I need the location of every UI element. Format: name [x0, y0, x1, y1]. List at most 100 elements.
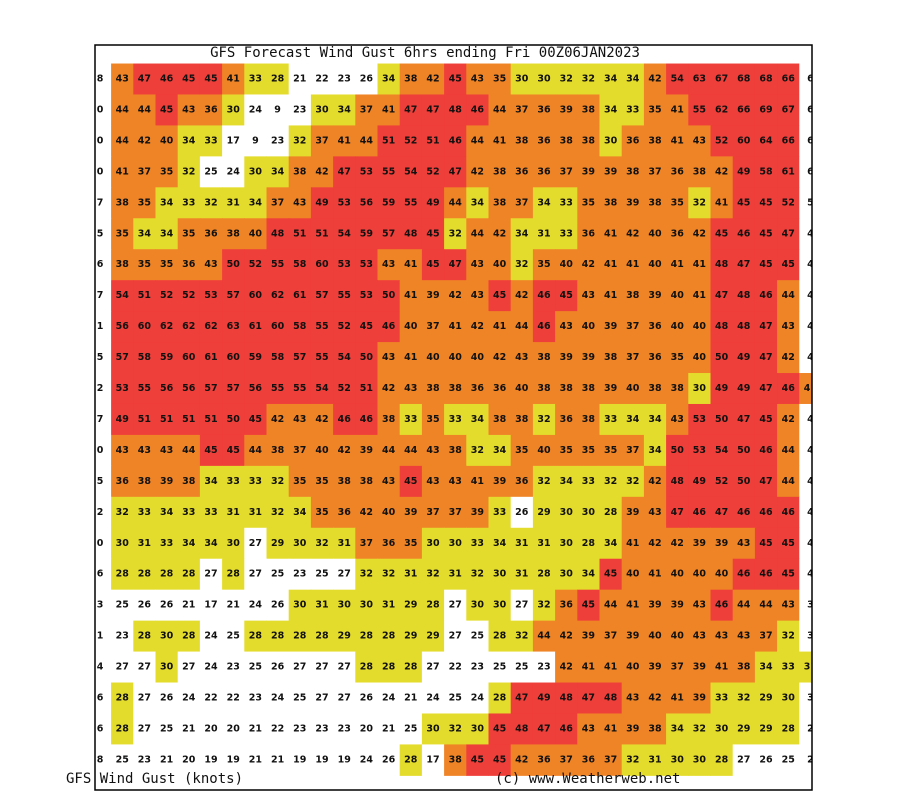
gust-value: 25: [271, 569, 284, 580]
gust-value: 38: [626, 166, 640, 177]
field-cell: [688, 620, 711, 653]
gust-value: 23: [315, 723, 328, 734]
gust-value: 41: [715, 662, 728, 673]
gust-value: 60: [271, 321, 285, 332]
gust-value: 45: [782, 569, 795, 580]
gust-value: 32: [293, 135, 306, 146]
field-cell: [421, 682, 445, 714]
field-cell: [133, 280, 156, 312]
field-cell: [95, 373, 112, 405]
gust-value: 59: [360, 228, 373, 239]
gust-value: 23: [138, 754, 151, 765]
gust-value: 7: [97, 414, 104, 425]
gust-value: 40: [160, 135, 174, 146]
gust-value: 34: [671, 723, 685, 734]
field-cell: [310, 156, 334, 188]
gust-value: 31: [804, 662, 817, 673]
gust-value: 60: [315, 259, 329, 270]
field-cell: [244, 311, 267, 343]
field-cell: [244, 94, 267, 126]
field-cell: [577, 311, 600, 343]
gust-value: 38: [449, 445, 463, 456]
gust-value: 53: [360, 166, 373, 177]
gust-value: 7: [97, 197, 104, 208]
field-cell: [466, 403, 489, 436]
gust-value: 60: [182, 352, 196, 363]
gust-value: 46: [737, 569, 751, 580]
field-cell: [599, 434, 623, 467]
gust-value: 35: [426, 414, 439, 425]
field-cell: [555, 744, 578, 776]
gust-value: 32: [604, 476, 617, 487]
gust-value: 44: [493, 104, 507, 115]
field-cell: [666, 311, 689, 343]
gust-value: 33: [204, 135, 217, 146]
field-cell: [288, 465, 312, 498]
field-cell: [666, 218, 689, 250]
gust-value: 20: [204, 723, 218, 734]
gust-value: 40: [471, 352, 485, 363]
gust-value: 38: [182, 476, 196, 487]
gust-value: 40: [671, 290, 685, 301]
field-cell: [177, 589, 201, 622]
field-cell: [399, 94, 423, 126]
gust-value: 28: [493, 693, 507, 704]
gust-value: 47: [426, 104, 439, 115]
gust-value: 30: [293, 600, 307, 611]
field-cell: [244, 434, 267, 467]
gust-value: 43: [138, 445, 151, 456]
gust-value: 30: [560, 538, 574, 549]
gust-value: 45: [759, 414, 772, 425]
gust-value: 4: [807, 507, 814, 518]
field-cell: [266, 558, 290, 591]
field-cell: [532, 527, 556, 560]
field-cell: [399, 589, 423, 622]
field-cell: [155, 249, 179, 281]
gust-value: 34: [493, 538, 507, 549]
field-cell: [555, 156, 578, 188]
gust-value: 56: [116, 321, 130, 332]
field-cell: [177, 620, 201, 653]
field-cell: [377, 342, 401, 374]
gust-value: 49: [715, 383, 728, 394]
field-cell: [599, 496, 623, 529]
gust-value: 49: [737, 166, 750, 177]
gust-value: 34: [204, 538, 218, 549]
gust-value: 38: [382, 414, 396, 425]
field-cell: [555, 434, 578, 467]
gust-value: 25: [204, 166, 217, 177]
gust-value: 45: [759, 197, 772, 208]
gust-value: 38: [493, 166, 507, 177]
gust-value: 25: [116, 754, 129, 765]
gust-value: 52: [338, 383, 351, 394]
field-cell: [266, 682, 290, 714]
gust-value: 43: [737, 538, 750, 549]
field-cell: [377, 527, 401, 560]
field-cell: [155, 94, 179, 126]
gust-value: 43: [582, 290, 595, 301]
gust-value: 33: [249, 74, 262, 85]
gust-value: 52: [404, 135, 417, 146]
field-cell: [599, 589, 623, 622]
field-cell: [532, 682, 556, 714]
gust-value: 36: [537, 754, 551, 765]
gust-value: 38: [582, 104, 596, 115]
gust-value: 46: [382, 321, 396, 332]
gust-value: 37: [515, 197, 528, 208]
field-cell: [399, 651, 423, 684]
field-cell: [666, 156, 689, 188]
gust-value: 20: [182, 754, 196, 765]
field-cell: [732, 94, 756, 126]
gust-value: 0: [97, 166, 104, 177]
field-cell: [222, 311, 245, 343]
field-cell: [510, 94, 534, 126]
gust-value: 36: [382, 538, 396, 549]
gust-value: 62: [160, 321, 173, 332]
gust-value: 22: [227, 693, 240, 704]
field-cell: [177, 280, 201, 312]
gust-value: 41: [471, 476, 484, 487]
field-cell: [95, 744, 112, 776]
gust-value: 39: [560, 352, 573, 363]
field-cell: [111, 496, 134, 529]
gust-value: 36: [560, 414, 574, 425]
